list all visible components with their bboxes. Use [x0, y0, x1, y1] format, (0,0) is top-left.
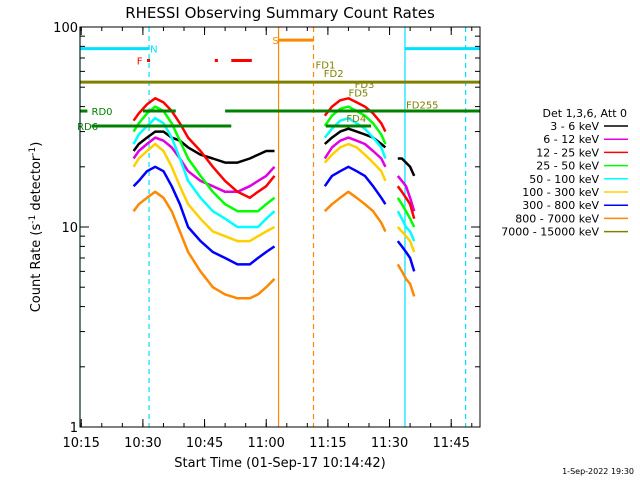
flag-label-6: RD6	[77, 122, 98, 133]
y-axis-ticks: 1 10 100	[53, 21, 480, 436]
x-tick-label-5: 11:30	[371, 436, 408, 451]
flag-label-1: N	[150, 45, 157, 56]
x-tick-label-4: 11:15	[309, 436, 346, 451]
x-tick-label-2: 10:45	[186, 436, 223, 451]
legend-label-6: 300 - 800 keV	[522, 199, 599, 212]
legend-label-8: 7000 - 15000 keV	[501, 226, 599, 239]
x-tick-label-6: 11:45	[432, 436, 469, 451]
legend-label-4: 50 - 100 keV	[529, 173, 599, 186]
fd-label-1: FD2	[324, 69, 344, 80]
y-tick-label-1: 10	[61, 221, 78, 236]
legend-label-5: 100 - 300 keV	[522, 186, 599, 199]
legend-label-1: 6 - 12 keV	[543, 133, 599, 146]
chart-title: RHESSI Observing Summary Count Rates	[125, 4, 435, 22]
fd-label-4: FD4	[346, 114, 366, 125]
x-axis-label: Start Time (01-Sep-17 10:14:42)	[174, 456, 385, 471]
legend-label-7: 800 - 7000 keV	[515, 212, 599, 225]
y-tick-label-2: 100	[53, 21, 78, 36]
series-line-6	[132, 165, 416, 272]
legend-title: Det 1,3,6, Att 0	[543, 107, 627, 120]
x-tick-label-0: 10:15	[62, 436, 99, 451]
fd-label-3: FD5	[348, 89, 368, 100]
series-line-5	[132, 142, 416, 253]
fd-label-5: FD255	[406, 100, 439, 111]
series-line-1	[132, 136, 416, 212]
flag-bars: NF S RD0 RD6	[77, 36, 480, 133]
fd-label-2: FD3	[355, 80, 375, 91]
fd-label-0: FD1	[316, 60, 336, 71]
energy-band-series	[132, 97, 416, 300]
series-line-2	[132, 97, 416, 220]
y-axis-label: Count Rate (s-1 detector-1)	[28, 142, 44, 313]
legend-label-0: 3 - 6 keV	[550, 120, 599, 133]
legend-label-3: 25 - 50 keV	[536, 160, 599, 173]
x-axis-ticks: 10:15 10:30 10:45 11:00 11:15 11:30 11:45	[62, 27, 473, 451]
flag-label-3: S	[272, 36, 278, 47]
flag-label-5: RD0	[92, 107, 113, 118]
x-tick-label-1: 10:30	[124, 436, 161, 451]
legend-label-2: 12 - 25 keV	[536, 146, 599, 159]
footer-timestamp: 1-Sep-2022 19:30	[562, 467, 634, 476]
y-tick-label-0: 1	[70, 421, 78, 436]
x-tick-label-3: 11:00	[247, 436, 284, 451]
flag-label-2: F	[137, 56, 143, 67]
series-line-0	[132, 127, 416, 177]
series-line-7	[132, 190, 416, 300]
